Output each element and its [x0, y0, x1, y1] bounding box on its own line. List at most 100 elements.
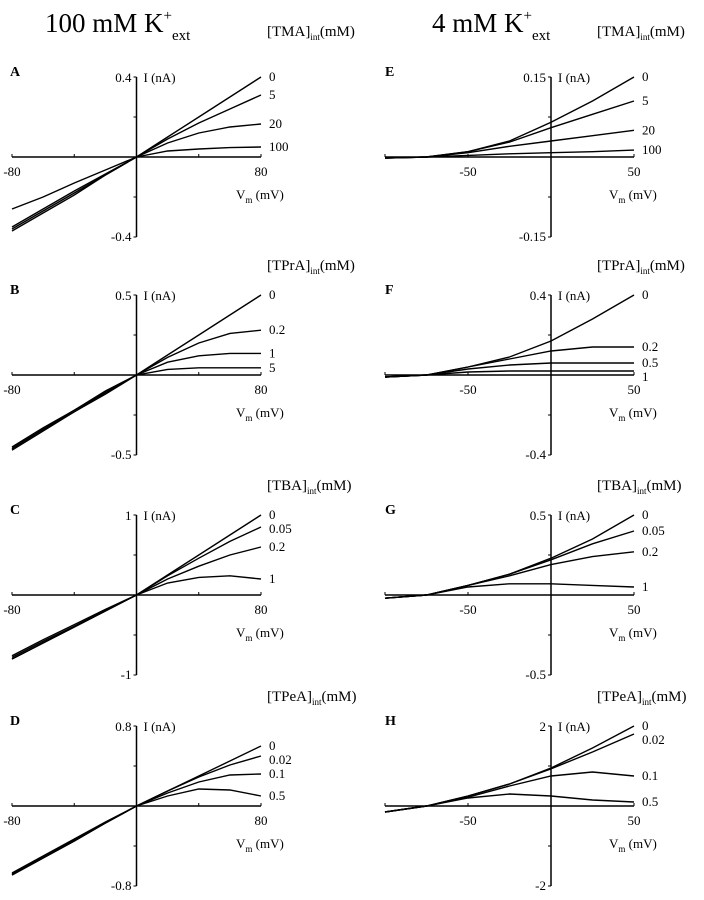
series-label: 100 — [642, 142, 662, 157]
y-tick-label: 0.8 — [115, 719, 131, 734]
legend-title: [TPrA]int(mM) — [597, 258, 685, 276]
x-tick-label: -80 — [3, 602, 20, 617]
x-tick-label: -50 — [459, 382, 476, 397]
series-line-1 — [11, 575, 262, 657]
legend-title-sub: int — [307, 486, 317, 496]
y-axis-label: I (nA) — [558, 508, 590, 523]
panel-a: -80 80 0.4 -0.4 A I (nA) Vm (mV) [TMA]int(mM) 0 5… — [3, 24, 355, 244]
series-label: 5 — [269, 87, 276, 102]
series-label: 100 — [269, 139, 289, 154]
series-line-100 — [11, 146, 262, 210]
x-label-main: V — [236, 405, 246, 420]
panel-d: -80 80 0.8 -0.8 D I (nA) Vm (mV) [TPeA]int(mM) 0… — [3, 689, 356, 893]
series-label: 0 — [269, 507, 276, 522]
panel-letter: E — [385, 65, 394, 80]
panel-e: -50 500.15-0.15E I (nA)Vm (mV)[TMA]int(mM)… — [384, 24, 685, 244]
panel-h: -50 502-2H I (nA)Vm (mV)[TPeA]int(mM)00.02… — [384, 689, 687, 893]
y-axis-label: I (nA) — [144, 719, 176, 734]
x-label-main: V — [609, 836, 619, 851]
series-label: 0 — [642, 718, 649, 733]
x-label-unit: (mV) — [625, 836, 656, 851]
legend-title-main: [TMA] — [597, 24, 640, 40]
x-label-unit: (mV) — [252, 836, 283, 851]
legend-title-sub: int — [642, 697, 652, 707]
column-header-left: 100 mM K+ext — [45, 8, 191, 44]
series-line-5 — [384, 100, 635, 159]
x-label-sub: m — [618, 844, 625, 854]
x-tick-label: -50 — [459, 164, 476, 179]
legend-title-main: [TBA] — [267, 478, 307, 494]
y-tick-label: -0.4 — [525, 447, 546, 462]
x-tick-label: -80 — [3, 164, 20, 179]
x-tick-label: 80 — [255, 602, 268, 617]
x-tick-label: -80 — [3, 382, 20, 397]
series-label: 1 — [642, 369, 649, 384]
series-label: 5 — [269, 360, 276, 375]
y-axis-label: I (nA) — [144, 288, 176, 303]
x-axis-label: Vm (mV) — [236, 187, 284, 205]
series-label: 20 — [642, 122, 655, 137]
series-label: 0 — [642, 507, 649, 522]
x-label-unit: (mV) — [625, 405, 656, 420]
series-label: 0.05 — [642, 523, 665, 538]
legend-title-unit: (mM) — [320, 24, 355, 40]
series-line-5 — [11, 367, 261, 448]
x-label-unit: (mV) — [252, 405, 283, 420]
x-tick-label: -50 — [459, 813, 476, 828]
series-label: 20 — [269, 116, 282, 131]
series-label: 0.2 — [642, 339, 658, 354]
x-axis-label: Vm (mV) — [609, 836, 657, 854]
series-line-1 — [384, 370, 634, 378]
series-label: 0.02 — [642, 732, 665, 747]
series-label: 0.1 — [642, 768, 658, 783]
x-label-unit: (mV) — [625, 625, 656, 640]
series-label: 0 — [269, 287, 276, 302]
series-label: 0.5 — [269, 788, 285, 803]
y-axis-label: I (nA) — [144, 508, 176, 523]
series-label: 0.05 — [269, 521, 292, 536]
y-tick-label: 0.4 — [115, 70, 132, 85]
x-label-sub: m — [245, 413, 252, 423]
x-tick-label: 50 — [628, 602, 641, 617]
series-label: 5 — [642, 93, 649, 108]
series-label: 0.2 — [269, 539, 285, 554]
legend-title-unit: (mM) — [650, 258, 685, 274]
x-label-sub: m — [245, 195, 252, 205]
x-tick-label: -80 — [3, 813, 20, 828]
column-header-left-sup: + — [164, 8, 172, 24]
series-line-0.2 — [384, 551, 635, 599]
x-label-sub: m — [618, 633, 625, 643]
column-header-right-main: 4 mM K — [432, 8, 524, 38]
legend-title-sub: int — [310, 266, 320, 276]
panel-letter: B — [10, 283, 19, 298]
legend-title-main: [TBA] — [597, 478, 637, 494]
panel-letter: F — [385, 283, 394, 298]
x-label-unit: (mV) — [252, 187, 283, 202]
legend-title-main: [TPeA] — [267, 689, 312, 705]
series-line-0.2 — [384, 346, 634, 378]
x-axis-label: Vm (mV) — [609, 625, 657, 643]
y-tick-label: -0.5 — [525, 667, 546, 682]
x-tick-label: 50 — [628, 813, 641, 828]
x-label-main: V — [236, 187, 246, 202]
series-label: 0.1 — [269, 766, 285, 781]
panel-letter: G — [385, 503, 396, 518]
legend-title-sub: int — [640, 266, 650, 276]
column-header-right: 4 mM K+ext — [432, 8, 551, 44]
x-axis-label: Vm (mV) — [609, 187, 657, 205]
legend-title-sub: int — [637, 486, 647, 496]
x-tick-label: 50 — [628, 164, 641, 179]
x-label-main: V — [236, 625, 246, 640]
y-tick-label: -0.15 — [519, 229, 546, 244]
legend-title-main: [TPrA] — [267, 258, 310, 274]
panel-b: -80 80 0.5 -0.5 B I (nA) Vm (mV) [TPrA]int(mM) 0… — [3, 258, 355, 462]
legend-title-sub: int — [310, 32, 320, 42]
x-tick-label: 80 — [255, 382, 268, 397]
column-header-right-sub: ext — [532, 28, 551, 44]
series-label: 0 — [269, 69, 276, 84]
legend-title: [TBA]int(mM) — [597, 478, 682, 496]
legend-title-main: [TPeA] — [597, 689, 642, 705]
series-line-1 — [384, 583, 635, 599]
x-tick-label: -50 — [459, 602, 476, 617]
